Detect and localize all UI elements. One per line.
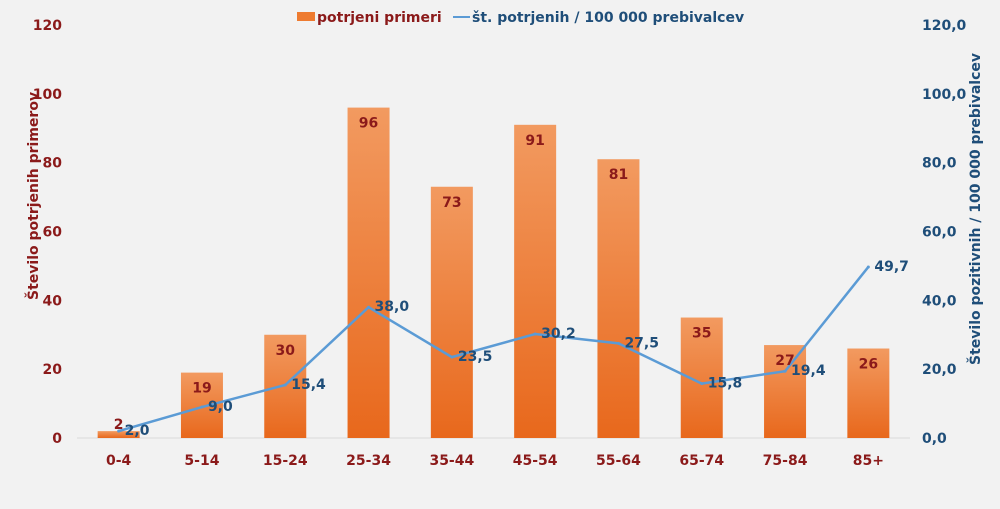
line-point xyxy=(200,405,204,409)
y-tick-left: 100 xyxy=(33,87,62,103)
legend: potrjeni primeri št. potrjenih / 100 000… xyxy=(297,10,744,26)
bar-value-label: 73 xyxy=(442,195,461,211)
x-tick-label: 65-74 xyxy=(679,453,724,469)
line-point xyxy=(616,341,620,345)
line-point xyxy=(283,383,287,387)
bar xyxy=(97,431,140,438)
x-tick-label: 0-4 xyxy=(106,453,132,469)
line-value-label: 38,0 xyxy=(375,299,410,315)
y-tick-left: 80 xyxy=(43,156,63,172)
line-value-label: 23,5 xyxy=(458,349,493,365)
bar xyxy=(347,107,390,438)
line-value-label: 15,4 xyxy=(291,377,326,393)
bar-value-label: 2 xyxy=(114,417,124,433)
y-tick-right: 80,0 xyxy=(922,156,957,172)
x-tick-label: 15-24 xyxy=(263,453,308,469)
line-value-label: 9,0 xyxy=(208,399,233,415)
y-tick-left: 20 xyxy=(43,362,63,378)
y-tick-left: 40 xyxy=(43,293,63,309)
line-point xyxy=(450,355,454,359)
legend-bar-label: potrjeni primeri xyxy=(317,10,442,26)
bar-value-label: 81 xyxy=(609,167,628,183)
bar-value-label: 27 xyxy=(775,353,794,369)
line-point xyxy=(533,332,537,336)
y-axis-title-left: Število potrjenih primerov xyxy=(24,92,42,300)
y-tick-left: 0 xyxy=(52,431,62,447)
x-tick-label: 35-44 xyxy=(429,453,474,469)
line-value-label: 30,2 xyxy=(541,326,576,342)
y-axis-title-right: Število pozitivnih / 100 000 prebivalcev xyxy=(966,53,984,365)
line-value-label: 15,8 xyxy=(708,376,743,392)
legend-bar-swatch xyxy=(297,12,315,21)
x-tick-label: 5-14 xyxy=(184,453,219,469)
bar-value-label: 91 xyxy=(525,133,544,149)
bar xyxy=(430,186,473,438)
line-point xyxy=(700,382,704,386)
y-tick-right: 20,0 xyxy=(922,362,957,378)
line-point xyxy=(866,265,870,269)
bar-value-label: 35 xyxy=(692,326,711,342)
y-tick-right: 0,0 xyxy=(922,431,947,447)
line-value-label: 19,4 xyxy=(791,363,826,379)
y-tick-right: 40,0 xyxy=(922,293,957,309)
line-value-label: 2,0 xyxy=(125,423,150,439)
bar xyxy=(597,159,640,438)
bar xyxy=(764,345,807,438)
line-point xyxy=(117,429,121,433)
x-tick-label: 85+ xyxy=(853,453,884,469)
bar xyxy=(847,348,890,438)
y-tick-right: 120,0 xyxy=(922,18,967,34)
bar-value-label: 96 xyxy=(359,116,378,132)
bar-value-label: 30 xyxy=(276,343,296,359)
line-value-label: 27,5 xyxy=(624,335,659,351)
legend-line-label: št. potrjenih / 100 000 prebivalcev xyxy=(472,10,744,26)
bar-value-label: 26 xyxy=(859,357,878,373)
x-tick-label: 55-64 xyxy=(596,453,641,469)
line-value-label: 49,7 xyxy=(874,259,909,275)
bar xyxy=(514,124,557,438)
y-tick-left: 120 xyxy=(33,18,62,34)
bar-value-label: 19 xyxy=(192,381,211,397)
bar xyxy=(180,372,223,438)
line-series xyxy=(118,266,870,433)
y-tick-right: 60,0 xyxy=(922,225,957,241)
x-tick-label: 75-84 xyxy=(763,453,808,469)
x-tick-label: 25-34 xyxy=(346,453,391,469)
y-tick-left: 60 xyxy=(43,225,63,241)
line-point xyxy=(783,369,787,373)
y-tick-right: 100,0 xyxy=(922,87,967,103)
x-tick-label: 45-54 xyxy=(513,453,558,469)
line-point xyxy=(367,305,371,309)
